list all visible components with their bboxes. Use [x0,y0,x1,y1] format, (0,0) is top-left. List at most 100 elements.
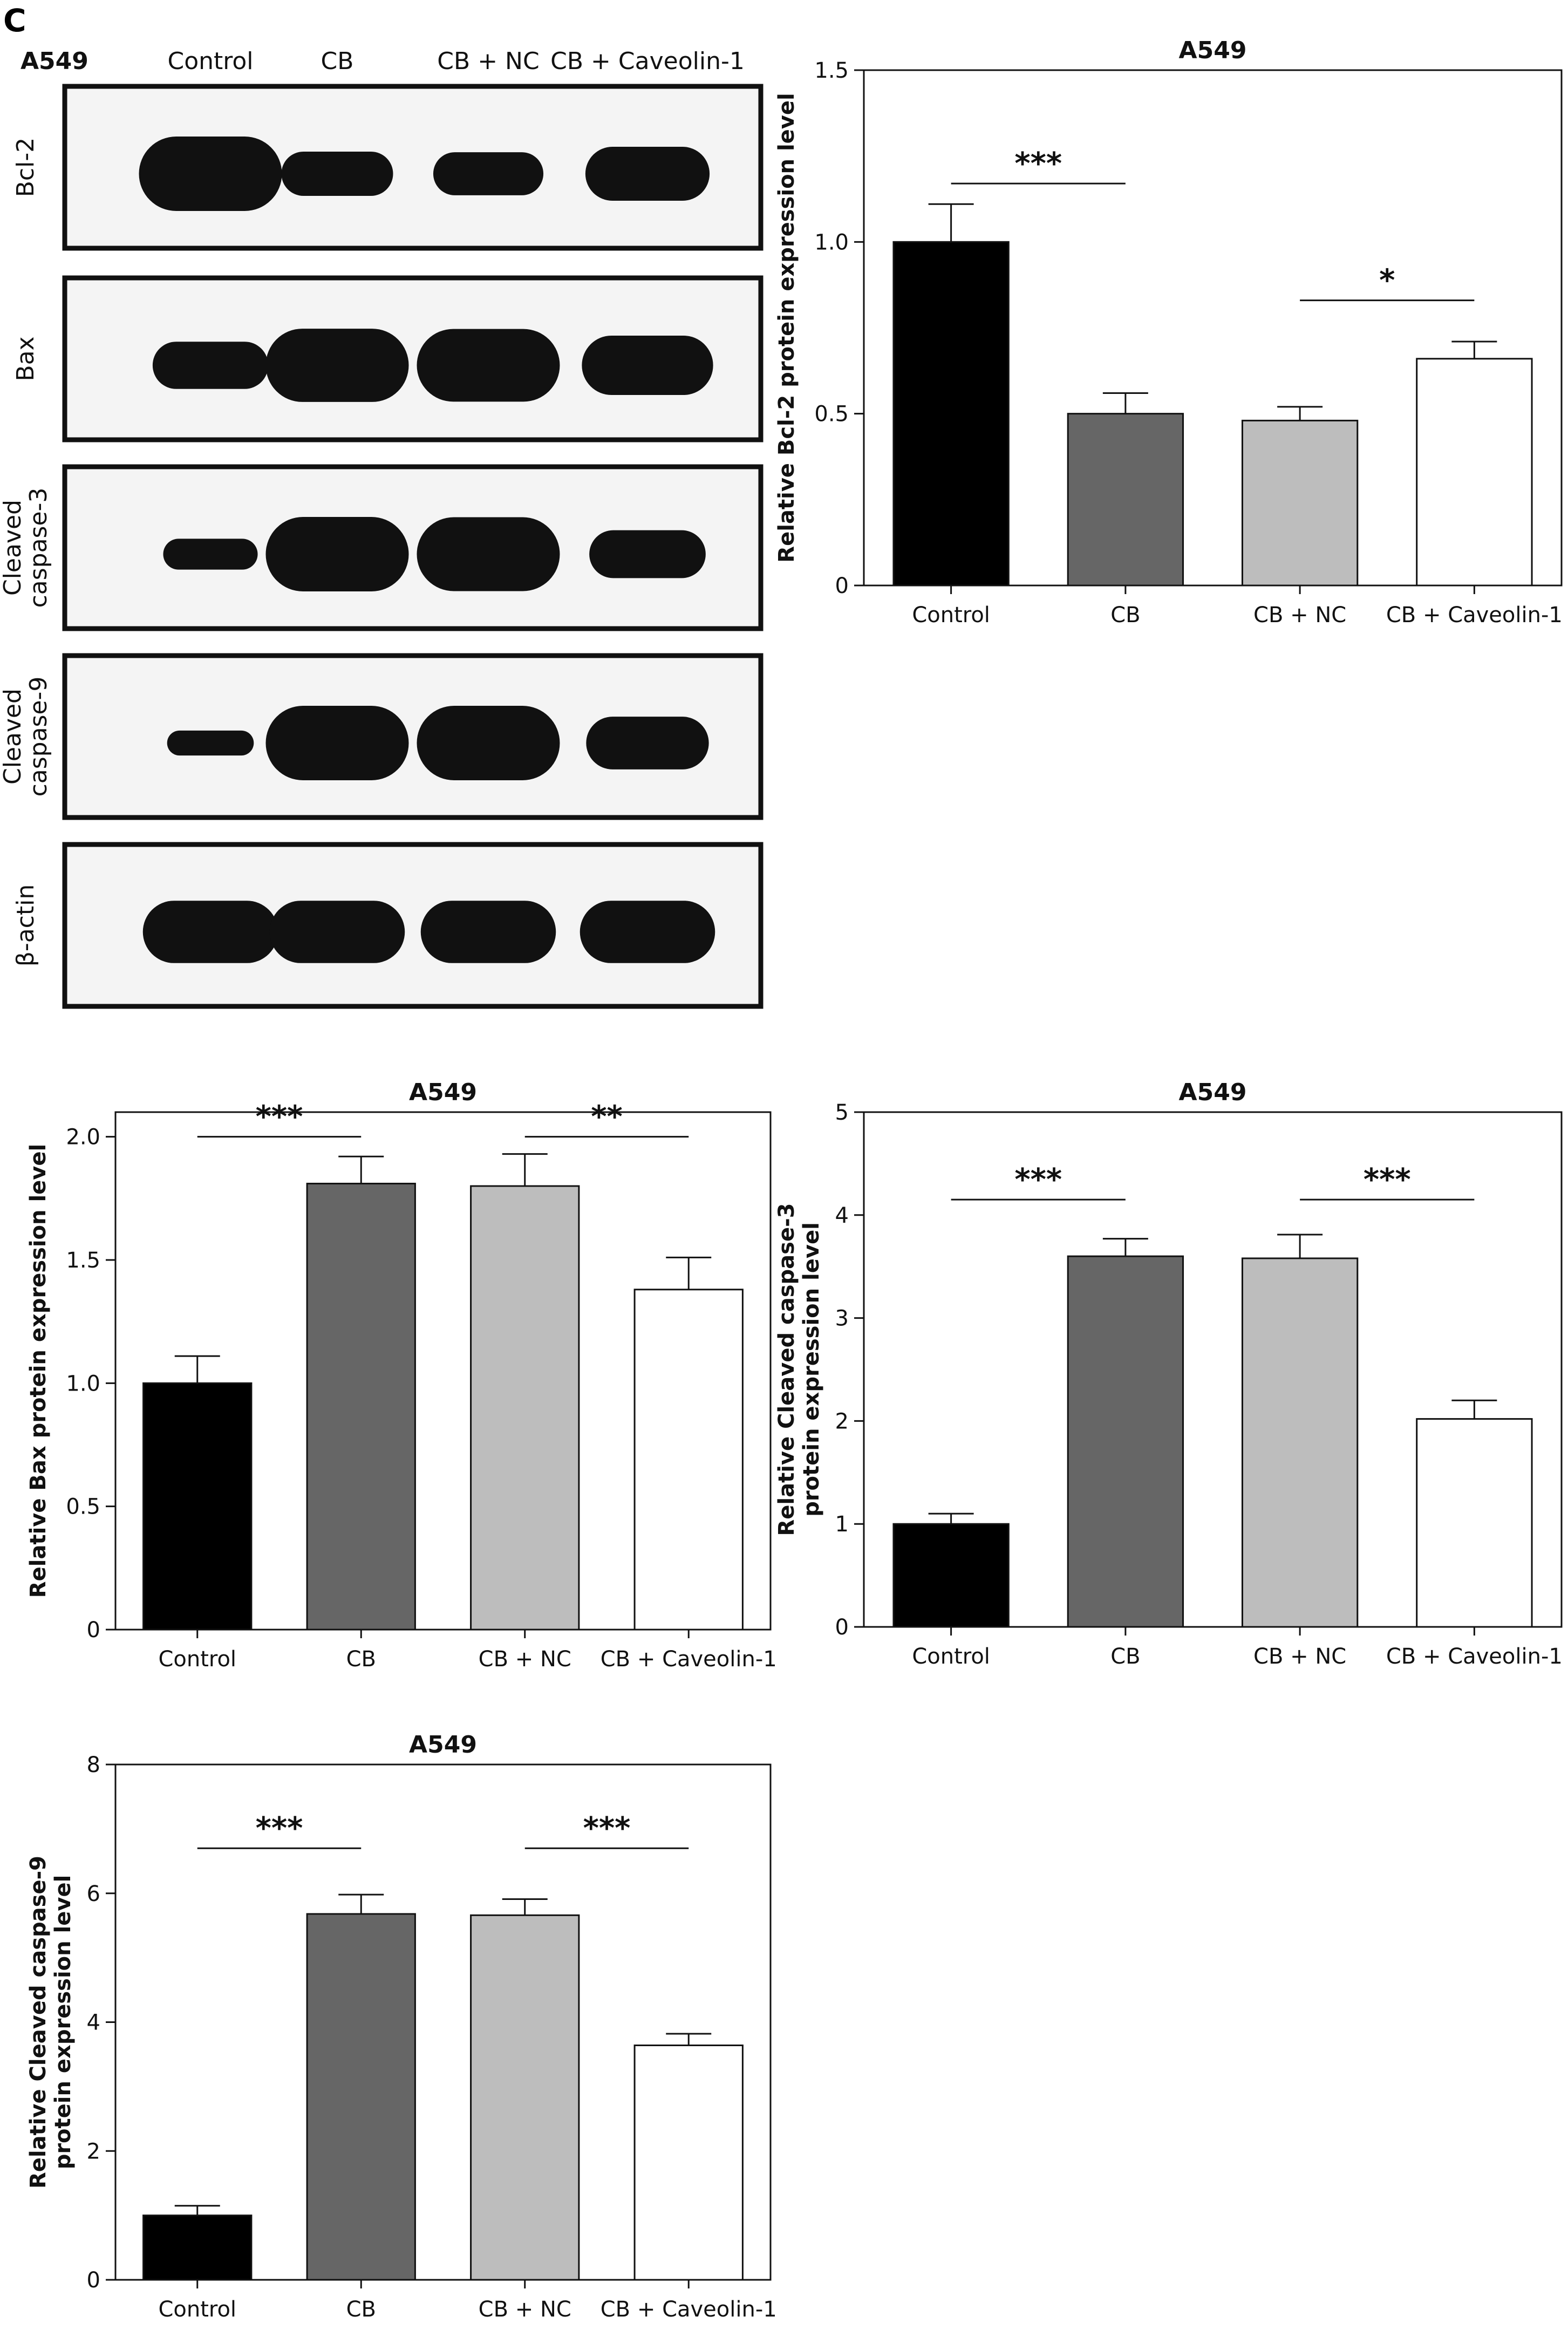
y-axis-label: Relative Bcl-2 protein expression level [774,93,799,562]
bar-chart: A549 0 1 2 3 4 5 Relative Cleaved caspase-3 prot… [774,1079,1563,1669]
y-tick-label: 3 [835,1306,849,1331]
bar [892,1523,1010,1628]
bar [633,1289,744,1631]
protein-band [585,147,710,201]
y-tick-label: 5 [835,1100,849,1125]
protein-band [589,530,706,578]
y-tick-label: 1.5 [66,1248,100,1273]
plot-frame [114,1111,772,1631]
bar-charts: A549 0 0.5 1.0 1.5 Relative Bcl-2 protein exp… [26,37,1563,2322]
x-tick-label: Control [912,1644,990,1669]
blot-row-label: Bax [12,336,39,381]
protein-band [281,152,393,196]
x-tick-label: CB + Caveolin-1 [1386,603,1563,628]
significance-marker: *** [256,1811,303,1846]
protein-band [586,717,709,769]
blot-row-label: caspase-9 [25,677,52,797]
protein-band [433,152,544,195]
significance-marker: *** [583,1811,631,1846]
x-tick-label: CB + Caveolin-1 [601,2297,777,2322]
significance-marker: *** [1014,146,1062,181]
protein-band [265,706,409,780]
blot-row-label: Bcl-2 [12,138,39,197]
chart-title: A549 [409,1731,477,1759]
x-tick-label: CB + NC [479,2297,571,2322]
bar-chart: A549 0 0.5 1.0 1.5 2.0 Relative Bax protein ex… [26,1079,777,1672]
bar [1416,358,1533,587]
x-tick-label: CB + Caveolin-1 [1386,1644,1563,1669]
y-tick-label: 1.5 [814,58,849,83]
y-tick-label: 1.0 [66,1371,100,1396]
x-tick-label: CB + NC [479,1647,571,1672]
x-tick-label: CB + Caveolin-1 [601,1647,777,1672]
protein-band [167,730,254,756]
bar [142,1382,253,1631]
y-tick-label: 0.5 [66,1495,100,1520]
y-axis-label: protein expression level [51,1875,76,2170]
significance-marker: *** [1014,1162,1062,1197]
lane-label: CB [321,47,354,75]
x-tick-label: Control [912,603,990,628]
significance-marker: ** [591,1100,623,1135]
protein-band [152,342,269,389]
bar [470,1185,580,1631]
bar [1067,1255,1184,1628]
blot-row-label: caspase-3 [25,488,52,608]
x-tick-label: CB + NC [1253,603,1346,628]
bar [1241,1257,1359,1628]
protein-band [163,539,258,570]
bar [470,1914,580,2281]
y-tick-label: 0 [87,1618,100,1643]
protein-band [142,901,278,963]
chart-title: A549 [1179,37,1247,64]
protein-band [417,706,560,780]
bar [1241,419,1359,587]
bar-chart: A549 0 2 4 6 8 Relative Cleaved caspase-9 prote… [26,1731,777,2322]
x-tick-label: CB [1110,1644,1140,1669]
x-tick-label: Control [158,2297,236,2322]
chart-title: A549 [1179,1079,1247,1106]
y-tick-label: 1 [835,1512,849,1537]
protein-band [580,901,715,963]
bar [142,2215,253,2281]
panel-letter: C [3,2,26,39]
x-tick-label: CB [346,1647,376,1672]
plot-frame [863,69,1563,587]
protein-band [265,329,409,402]
y-axis-label: protein expression level [799,1222,824,1517]
lane-label: CB + NC [437,47,539,75]
protein-band [139,137,282,211]
y-tick-label: 4 [87,2011,100,2035]
x-tick-label: CB [1110,603,1140,628]
blot-row-label: Cleaved [0,500,26,596]
y-tick-label: 2.0 [66,1125,100,1150]
y-tick-label: 2 [87,2139,100,2164]
y-axis-label: Relative Cleaved caspase-3 [774,1203,799,1536]
protein-band [265,517,409,591]
x-tick-label: CB + NC [1253,1644,1346,1669]
bar [1416,1418,1533,1628]
y-tick-label: 8 [87,1753,100,1777]
y-tick-label: 4 [835,1203,849,1228]
significance-marker: * [1379,263,1395,298]
y-tick-label: 0 [835,1615,849,1640]
significance-marker: *** [1364,1162,1411,1197]
chart-title: A549 [409,1079,477,1106]
bar [306,1913,416,2281]
lane-label: Control [167,47,253,75]
x-tick-label: CB [346,2297,376,2322]
x-tick-label: Control [158,1647,236,1672]
blot-cell-line-label: A549 [21,47,88,75]
blot-row-label: Cleaved [0,689,26,785]
bar [306,1182,416,1631]
protein-band [417,517,560,591]
y-axis-label: Relative Bax protein expression level [26,1144,51,1598]
bar [633,2044,744,2281]
significance-marker: *** [256,1100,303,1135]
western-blot: A549 Control CB CB + NC CB + Caveolin-1 Bcl-2… [0,47,763,1009]
plot-frame [863,1111,1563,1628]
y-tick-label: 0 [87,2268,100,2293]
protein-band [420,901,556,963]
protein-band [582,336,713,395]
